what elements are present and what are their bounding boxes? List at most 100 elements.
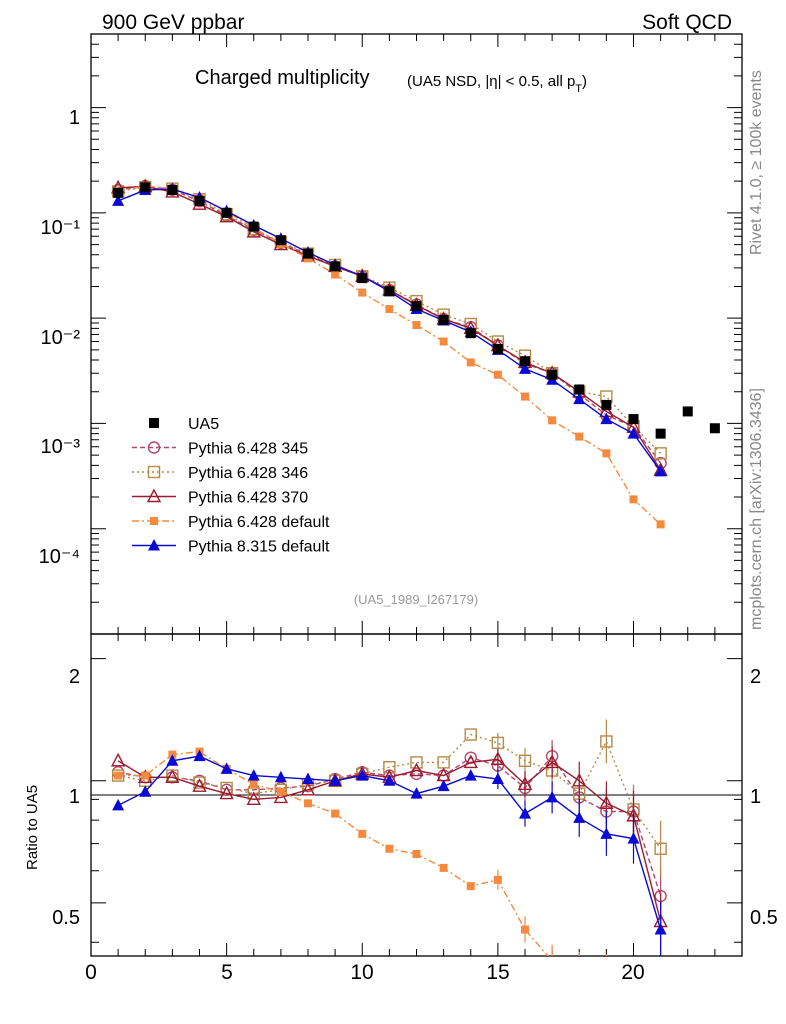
ratio-plot-series — [110, 719, 668, 997]
series-line-pythia-6-428-345 — [118, 185, 662, 464]
y-tick-label-1: 1 — [69, 107, 80, 129]
y-tick-label-1e-2: 10⁻² — [41, 327, 81, 349]
x-tick-label-15: 15 — [486, 961, 509, 984]
data-point-pythia-6-428-default — [358, 288, 367, 297]
legend-label-pythia-6-428-370: Pythia 6.428 370 — [188, 490, 308, 507]
ratio-point-pythia-6-428-default — [276, 787, 285, 796]
ratio-point-pythia-6-428-370 — [517, 776, 533, 791]
data-point-pythia-8-315-default — [627, 427, 640, 439]
ratio-point-pythia-6-428-345 — [464, 751, 477, 764]
data-point-ua5 — [384, 286, 395, 297]
legend-marker-pythia-6-428-345 — [147, 441, 161, 454]
data-point-pythia-6-428-default — [439, 337, 448, 346]
data-point-ua5 — [438, 315, 449, 326]
ratio-point-pythia-8-315-default — [356, 769, 369, 781]
data-point-pythia-6-428-default — [331, 270, 340, 279]
legend: UA5 Pythia 6.428 345 Pythia 6.428 346 Pythi… — [132, 416, 330, 556]
data-point-pythia-6-428-default — [466, 358, 475, 367]
ratio-point-pythia-6-428-346 — [600, 735, 613, 748]
data-point-pythia-6-428-346 — [654, 447, 667, 460]
ratio-point-pythia-6-428-default — [439, 863, 448, 872]
ratio-point-pythia-8-315-default — [302, 772, 314, 785]
ratio-point-pythia-8-315-default — [410, 787, 423, 799]
ratio-point-pythia-6-428-370 — [544, 754, 560, 769]
data-point-pythia-6-428-default — [548, 416, 557, 425]
analysis-reference: (UA5_1989_I267179) — [354, 592, 478, 607]
ratio-point-pythia-8-315-default — [274, 770, 287, 783]
series-layer — [110, 178, 720, 997]
header-right-label: Soft QCD — [642, 11, 732, 34]
ratio-point-pythia-6-428-default — [630, 983, 638, 991]
ratio-point-pythia-6-428-370 — [246, 791, 261, 806]
ratio-point-pythia-6-428-default — [114, 771, 123, 780]
ratio-y-tick-0.5-right: 0.5 — [750, 907, 778, 929]
ratio-line-pythia-6-428-346 — [117, 733, 662, 850]
data-point-pythia-6-428-default — [521, 392, 529, 401]
ratio-point-pythia-6-428-default — [385, 844, 394, 853]
ratio-point-pythia-6-428-default — [141, 771, 150, 780]
ratio-point-pythia-8-315-default — [220, 762, 233, 774]
y-tick-label-1e-3: 10⁻³ — [41, 436, 81, 458]
x-tick-label-0: 0 — [85, 961, 97, 984]
data-point-pythia-8-315-default — [573, 392, 586, 405]
data-point-ua5 — [248, 221, 259, 232]
ratio-point-pythia-6-428-default — [304, 799, 312, 808]
legend-marker-pythia-6-428-370 — [146, 488, 162, 503]
ratio-point-pythia-6-428-default — [412, 850, 421, 859]
legend-label-pythia-6-428-default: Pythia 6.428 default — [188, 514, 330, 531]
data-point-ua5 — [303, 248, 313, 259]
ratio-point-pythia-6-428-default — [575, 967, 583, 975]
ratio-point-pythia-6-428-default — [602, 972, 610, 980]
chart-subtitle-main: (UA5 NSD, |η| < 0.5, all p — [407, 73, 575, 90]
ratio-point-pythia-8-315-default — [546, 790, 559, 803]
chart-subtitle-subscript: T — [575, 83, 582, 95]
ratio-point-pythia-8-315-default — [464, 769, 477, 781]
ratio-point-pythia-8-315-default — [654, 923, 667, 935]
data-point-ua5 — [655, 428, 666, 439]
ratio-point-pythia-6-428-346 — [383, 761, 396, 774]
ratio-point-pythia-8-315-default — [491, 772, 504, 785]
ratio-point-pythia-8-315-default — [383, 774, 396, 786]
ratio-point-pythia-6-428-370 — [490, 751, 506, 765]
data-point-ua5 — [330, 261, 341, 272]
ratio-point-pythia-6-428-default — [548, 957, 556, 965]
data-point-ua5 — [140, 182, 151, 193]
data-point-pythia-8-315-default — [519, 362, 531, 374]
data-point-pythia-8-315-default — [654, 464, 667, 477]
data-point-pythia-6-428-default — [493, 370, 502, 379]
legend-marker-ua5 — [149, 418, 159, 428]
data-point-ua5 — [465, 328, 476, 339]
y-tick-label-1e-4: 10⁻⁴ — [39, 546, 80, 568]
data-point-ua5 — [601, 399, 612, 410]
ratio-point-pythia-6-428-default — [657, 989, 665, 997]
ratio-point-pythia-6-428-370 — [463, 754, 478, 769]
data-point-ua5 — [194, 195, 205, 206]
ratio-point-pythia-6-428-default — [331, 809, 340, 818]
ratio-point-pythia-8-315-default — [139, 785, 152, 797]
ratio-point-pythia-6-428-370 — [110, 752, 126, 767]
chart-title: Charged multiplicity — [195, 67, 370, 89]
data-point-ua5 — [709, 423, 720, 434]
rivet-version-label: Rivet 4.1.0, ≥ 100k events — [748, 70, 765, 255]
x-tick-label-10: 10 — [350, 961, 373, 984]
ratio-point-pythia-6-428-346 — [193, 776, 206, 789]
legend-label-pythia-6-428-346: Pythia 6.428 346 — [188, 465, 308, 482]
ratio-y-tick-0.5-left: 0.5 — [52, 907, 80, 929]
legend-marker-pythia-6-428-346 — [147, 465, 161, 479]
ratio-y-tick-2-right: 2 — [750, 666, 761, 688]
data-point-ua5 — [357, 273, 368, 284]
legend-label-ua5: UA5 — [188, 416, 219, 433]
ratio-point-pythia-8-315-default — [519, 807, 531, 819]
ratio-point-pythia-6-428-346 — [464, 728, 477, 741]
ratio-point-pythia-6-428-default — [493, 875, 502, 884]
ratio-point-pythia-6-428-370 — [572, 772, 587, 787]
data-point-ua5 — [221, 207, 232, 218]
ratio-point-pythia-6-428-default — [358, 829, 367, 838]
data-point-ua5 — [574, 384, 585, 395]
data-point-ua5 — [113, 187, 124, 198]
legend-label-pythia-6-428-345: Pythia 6.428 345 — [188, 441, 308, 458]
data-point-pythia-6-428-default — [412, 321, 421, 330]
mcplots-reference-label: mcplots.cern.ch [arXiv:1306.3436] — [748, 388, 765, 630]
data-point-ua5 — [492, 343, 503, 354]
